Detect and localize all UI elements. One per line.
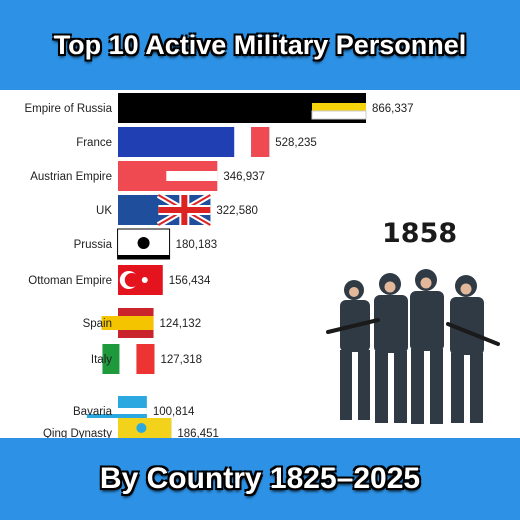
bar-group: Italy 127,318 [91,344,202,374]
value-label: 180,183 [176,239,218,251]
bar-group: France 528,235 [76,127,317,157]
value-label: 866,337 [372,103,414,115]
category-label: Spain [83,318,112,330]
bar-group: Empire of Russia 866,337 [24,93,414,123]
category-label: Empire of Russia [24,103,112,115]
chart-subtitle: By Country 1825–2025 [99,462,421,495]
bar-group: Prussia 180,183 [74,228,218,260]
flag-icon [101,316,154,330]
category-label: UK [96,205,112,217]
title-banner: Top 10 Active Military Personnel [0,0,520,90]
flag-icon [102,344,155,374]
value-label: 100,814 [153,406,195,418]
soldiers-image [326,269,500,424]
flag-icon [118,418,172,438]
flag-icon [119,271,148,289]
value-label: 346,937 [223,171,265,183]
value-label: 528,235 [275,137,317,149]
flag-icon [311,95,367,120]
bar-group: Qing Dynasty 186,451 [43,418,219,438]
bar-group: Spain 124,132 [83,308,202,338]
category-label: Ottoman Empire [28,275,112,287]
value-label: 127,318 [160,354,202,366]
subtitle-banner: By Country 1825–2025 [0,438,520,520]
flag-icon [217,127,270,157]
category-label: Prussia [74,239,113,251]
bar-group: Ottoman Empire 156,434 [28,265,211,295]
bar-chart: Empire of Russia 866,337 France 528,235 Aust… [24,93,414,438]
category-label: Qing Dynasty [43,428,112,438]
category-label: Bavaria [73,406,113,418]
flag-icon [117,228,171,260]
bar-group: UK 322,580 [96,192,258,228]
value-label: 124,132 [160,318,202,330]
category-label: Austrian Empire [30,171,112,183]
value-label: 322,580 [216,205,258,217]
category-label: France [76,137,112,149]
year-label: 1858 [382,218,458,249]
value-label: 186,451 [177,428,219,438]
bar-group: Austrian Empire 346,937 [30,161,265,191]
value-label: 156,434 [169,275,211,287]
category-label: Italy [91,354,112,366]
chart-area: Empire of Russia 866,337 France 528,235 Aust… [0,90,520,438]
chart-title: Top 10 Active Military Personnel [53,29,467,60]
flag-icon [166,171,218,181]
flag-icon [156,192,212,228]
